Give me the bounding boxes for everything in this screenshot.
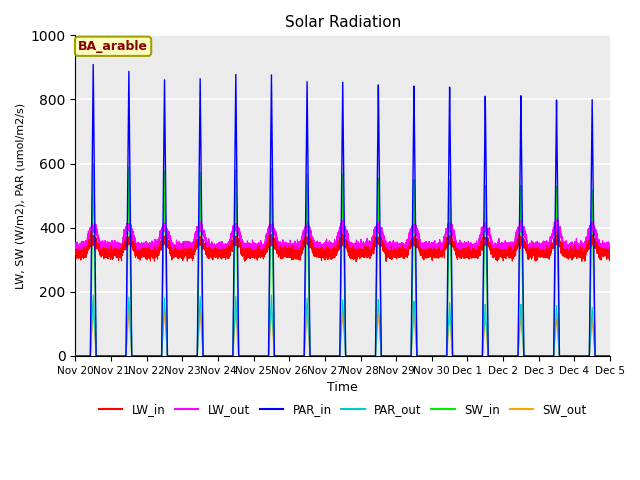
Title: Solar Radiation: Solar Radiation [285, 15, 401, 30]
X-axis label: Time: Time [327, 381, 358, 394]
Legend: LW_in, LW_out, PAR_in, PAR_out, SW_in, SW_out: LW_in, LW_out, PAR_in, PAR_out, SW_in, S… [94, 398, 591, 420]
Text: BA_arable: BA_arable [78, 40, 148, 53]
Y-axis label: LW, SW (W/m2), PAR (umol/m2/s): LW, SW (W/m2), PAR (umol/m2/s) [15, 103, 25, 289]
